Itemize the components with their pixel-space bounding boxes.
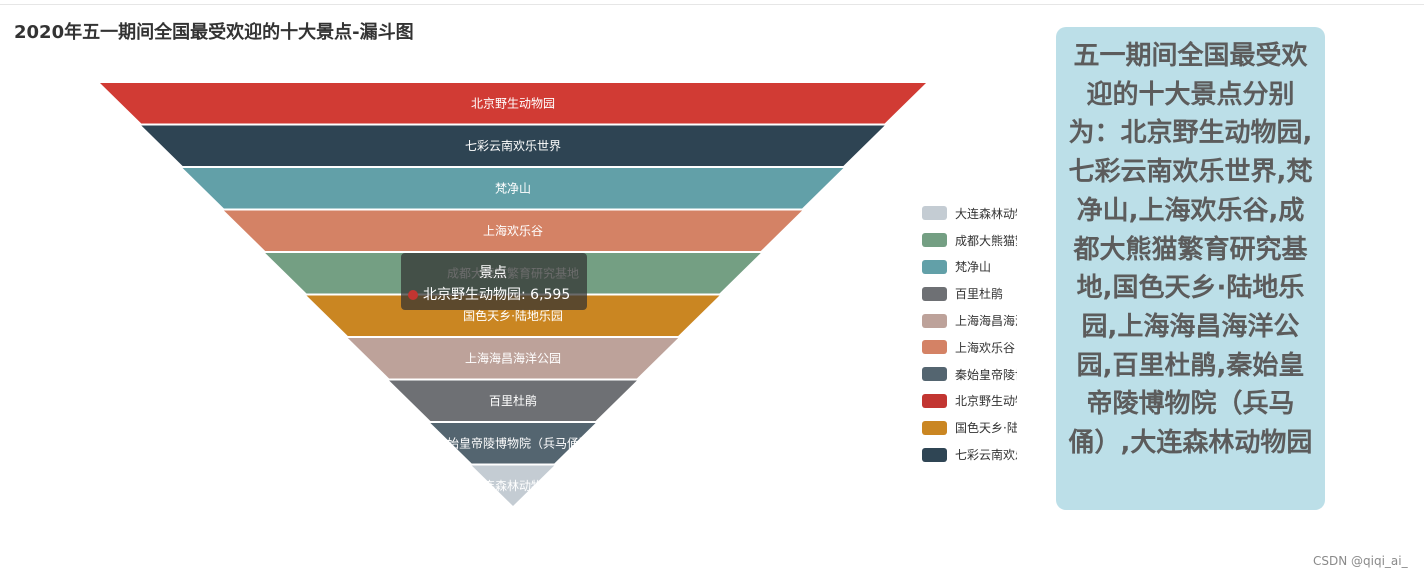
funnel-segment-label: 上海海昌海洋公园	[465, 350, 561, 365]
funnel-segment-label: 大连森林动物园	[471, 478, 555, 493]
legend-label: 大连森林动物园	[955, 206, 1017, 221]
legend-swatch	[922, 286, 947, 301]
funnel-segment[interactable]	[389, 380, 637, 422]
legend-swatch	[922, 420, 947, 435]
legend-item[interactable]: 大连森林动物园	[922, 200, 1022, 227]
legend-swatch	[922, 313, 947, 328]
legend-item[interactable]: 上海海昌海洋公园	[922, 307, 1022, 334]
legend-swatch	[922, 206, 947, 221]
legend-swatch	[922, 233, 947, 248]
funnel-segment-label: 国色天乡·陆地乐园	[463, 308, 563, 323]
funnel-segment-label: 上海欢乐谷	[483, 223, 543, 238]
chart-title: 2020年五一期间全国最受欢迎的十大景点-漏斗图	[14, 22, 414, 43]
legend-item[interactable]: 百里杜鹃	[922, 280, 1022, 307]
tooltip-marker	[408, 290, 418, 300]
legend-swatch	[922, 367, 947, 382]
funnel-segment[interactable]	[223, 210, 803, 252]
legend-label: 百里杜鹃	[955, 287, 1004, 302]
legend-item[interactable]: 上海欢乐谷	[922, 334, 1022, 361]
legend-label: 上海海昌海洋公园	[955, 314, 1017, 329]
legend-label: 成都大熊猫繁育研究基地	[955, 233, 1017, 248]
legend-swatch	[922, 340, 947, 355]
legend-label: 上海欢乐谷	[955, 340, 1016, 355]
tooltip-value: 北京野生动物园: 6,595	[423, 287, 571, 303]
funnel-segment[interactable]	[471, 465, 555, 507]
watermark: CSDN @qiqi_ai_	[1313, 554, 1408, 568]
legend-label: 秦始皇帝陵博物院（兵马俑）	[955, 367, 1017, 382]
legend-swatch	[922, 447, 947, 462]
legend-item[interactable]: 国色天乡·陆地乐园	[922, 414, 1022, 441]
funnel-segment[interactable]	[430, 423, 596, 464]
funnel-segment[interactable]	[182, 168, 844, 209]
funnel-segment[interactable]	[347, 338, 679, 379]
legend-item[interactable]: 秦始皇帝陵博物院（兵马俑）	[922, 361, 1022, 388]
legend-item[interactable]: 北京野生动物园	[922, 388, 1022, 415]
legend-label: 北京野生动物园	[955, 394, 1017, 409]
legend-label: 国色天乡·陆地乐园	[955, 421, 1017, 436]
chart-legend[interactable]: 大连森林动物园成都大熊猫繁育研究基地梵净山百里杜鹃上海海昌海洋公园上海欢乐谷秦始…	[922, 200, 1022, 468]
funnel-segment[interactable]	[100, 83, 926, 124]
funnel-segment-label: 北京野生动物园	[471, 96, 555, 110]
funnel-segment-label: 梵净山	[495, 181, 531, 195]
funnel-segment-label: 百里杜鹃	[489, 393, 537, 408]
chart-tooltip: 景点 北京野生动物园: 6,595	[401, 253, 587, 310]
legend-item[interactable]: 成都大熊猫繁育研究基地	[922, 227, 1022, 254]
legend-label: 梵净山	[955, 260, 992, 275]
summary-box: 五一期间全国最受欢迎的十大景点分别为：北京野生动物园,七彩云南欢乐世界,梵净山,…	[1056, 27, 1325, 510]
legend-label: 七彩云南欢乐世界	[955, 448, 1017, 463]
funnel-segment-label: 秦始皇帝陵博物院（兵马俑）	[435, 435, 591, 450]
legend-swatch	[922, 259, 947, 274]
legend-swatch	[922, 393, 947, 408]
funnel-segment[interactable]	[141, 125, 885, 167]
top-divider	[0, 4, 1424, 5]
tooltip-series-name: 景点	[479, 265, 507, 281]
funnel-segment-label: 七彩云南欢乐世界	[465, 138, 561, 153]
legend-item[interactable]: 七彩云南欢乐世界	[922, 441, 1022, 468]
funnel-chart[interactable]: 北京野生动物园七彩云南欢乐世界梵净山上海欢乐谷成都大熊猫繁育研究基地国色天乡·陆…	[0, 0, 1000, 578]
legend-item[interactable]: 梵净山	[922, 254, 1022, 281]
